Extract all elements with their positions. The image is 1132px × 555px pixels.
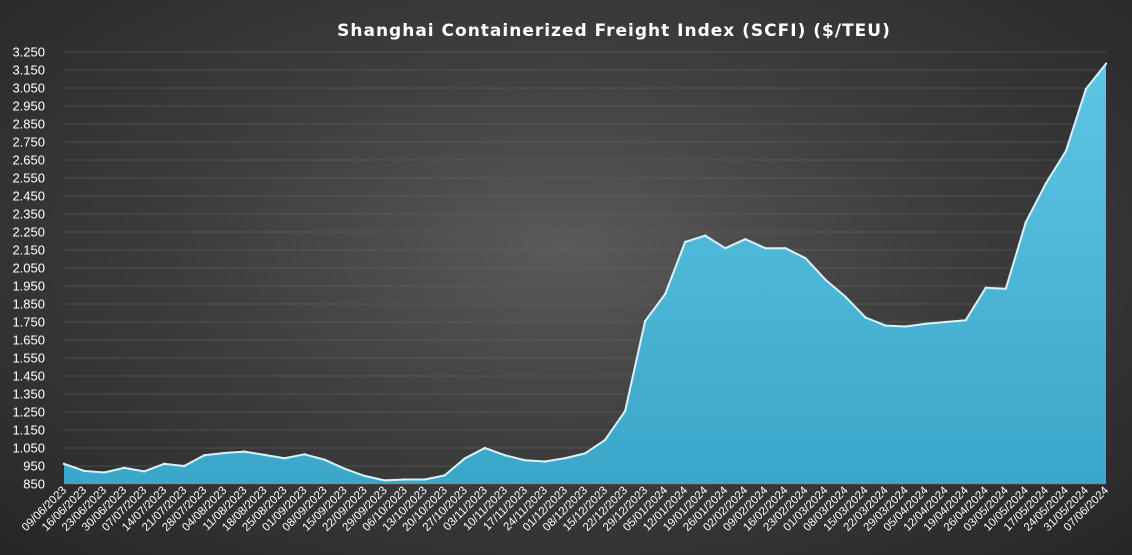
y-tick-label: 2.750 <box>12 135 45 150</box>
data-point <box>323 458 326 461</box>
data-point <box>443 474 446 477</box>
data-point <box>102 471 106 474</box>
data-point <box>1004 287 1008 290</box>
y-tick-label: 1.250 <box>12 405 45 420</box>
y-tick-label: 2.950 <box>12 99 45 114</box>
data-point <box>804 256 807 260</box>
data-point <box>183 464 186 468</box>
data-point <box>1044 182 1048 185</box>
data-point <box>683 240 687 244</box>
data-point <box>764 247 767 250</box>
series-area <box>64 63 1106 484</box>
data-point <box>904 325 907 328</box>
data-point <box>223 451 226 455</box>
data-point <box>1024 220 1028 224</box>
data-point <box>62 462 66 466</box>
data-point <box>924 322 927 325</box>
data-point <box>503 454 507 457</box>
data-point <box>203 454 206 457</box>
y-tick-label: 1.650 <box>12 333 45 348</box>
data-point <box>583 452 587 455</box>
y-tick-label: 2.850 <box>12 117 45 132</box>
data-point <box>884 324 887 327</box>
y-tick-label: 2.250 <box>12 225 45 240</box>
y-tick-label: 1.450 <box>12 369 45 384</box>
data-point <box>704 234 707 237</box>
data-point <box>263 453 266 457</box>
data-point <box>1104 62 1108 65</box>
data-point <box>864 316 867 319</box>
data-point <box>824 278 827 281</box>
data-point <box>543 460 547 463</box>
data-point <box>483 446 487 450</box>
data-point <box>724 247 727 250</box>
data-point <box>643 319 647 323</box>
data-point <box>1064 149 1068 153</box>
data-point <box>523 459 527 462</box>
y-tick-label: 1.750 <box>12 315 45 330</box>
y-tick-label: 3.250 <box>12 45 45 60</box>
data-point <box>984 286 987 289</box>
y-tick-label: 2.150 <box>12 243 45 258</box>
y-tick-label: 2.350 <box>12 207 45 222</box>
y-tick-label: 1.350 <box>12 387 45 402</box>
data-point <box>744 238 747 241</box>
y-tick-label: 850 <box>23 477 45 492</box>
data-point <box>964 319 967 322</box>
data-point <box>423 478 426 481</box>
y-axis: 3.250 3.150 3.050 2.950 2.850 2.750 2.650 2.550… <box>12 45 45 492</box>
data-point <box>844 295 847 298</box>
data-point <box>303 453 306 456</box>
data-point <box>343 467 346 470</box>
y-tick-label: 1.050 <box>12 441 45 456</box>
data-point <box>363 474 366 478</box>
y-tick-label: 1.550 <box>12 351 45 366</box>
data-point <box>383 479 386 482</box>
data-point <box>944 320 947 324</box>
data-point <box>663 292 667 296</box>
plot-area <box>62 62 1108 484</box>
data-point <box>142 470 146 473</box>
data-point <box>283 457 286 460</box>
data-point <box>403 478 406 481</box>
y-tick-label: 2.550 <box>12 171 45 186</box>
data-point <box>784 247 787 250</box>
y-tick-label: 950 <box>23 459 45 474</box>
y-tick-label: 1.950 <box>12 279 45 294</box>
y-tick-label: 1.150 <box>12 423 45 438</box>
y-tick-label: 3.150 <box>12 63 45 78</box>
data-point <box>463 457 466 460</box>
y-tick-label: 2.050 <box>12 261 45 276</box>
y-tick-label: 1.850 <box>12 297 45 312</box>
data-point <box>82 469 86 473</box>
data-point <box>563 457 567 460</box>
y-tick-label: 2.450 <box>12 189 45 204</box>
data-point <box>162 462 166 466</box>
data-point <box>122 466 126 469</box>
data-point <box>1084 87 1088 91</box>
data-point <box>243 450 246 453</box>
chart-title: Shanghai Containerized Freight Index (SC… <box>337 21 891 41</box>
data-point <box>623 409 627 413</box>
data-point <box>603 438 607 442</box>
y-tick-label: 2.650 <box>12 153 45 168</box>
y-tick-label: 3.050 <box>12 81 45 96</box>
x-axis: 09/06/202316/06/202323/06/202330/06/2023… <box>20 484 1112 534</box>
